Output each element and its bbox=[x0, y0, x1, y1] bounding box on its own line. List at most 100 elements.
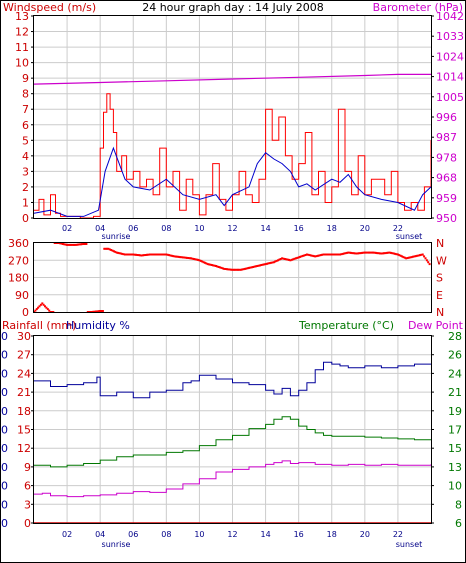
wind-direction-point bbox=[379, 252, 381, 255]
wind-direction-point bbox=[405, 257, 408, 260]
wind-direction-point bbox=[139, 254, 142, 257]
wind-direction-point bbox=[95, 310, 97, 313]
wind-direction-point bbox=[303, 254, 306, 257]
wind-direction-point bbox=[46, 308, 49, 311]
wind-direction-point bbox=[242, 268, 245, 271]
wind-direction-point bbox=[355, 252, 358, 255]
wind-direction-point bbox=[126, 253, 129, 256]
humidity-tick-label: 50 bbox=[0, 424, 8, 437]
wind-direction-point bbox=[380, 252, 383, 255]
wind-direction-point bbox=[215, 265, 217, 267]
wind-direction-point bbox=[416, 254, 419, 257]
barometer-tick-label: 950 bbox=[436, 212, 457, 225]
x-tick-label: 22 bbox=[393, 530, 403, 539]
wind-direction-point bbox=[63, 243, 66, 246]
wind-direction-point bbox=[159, 253, 162, 256]
wind-direction-point bbox=[332, 253, 335, 256]
x-tick-label: 18 bbox=[327, 224, 337, 233]
wind-direction-point bbox=[254, 265, 257, 268]
wind-direction-point bbox=[79, 243, 82, 246]
wind-direction-point bbox=[343, 252, 346, 255]
x-tick-label: 02 bbox=[62, 530, 72, 539]
wind-direction-point bbox=[285, 258, 288, 261]
wind-direction-point bbox=[301, 254, 304, 257]
wind-direction-point bbox=[176, 255, 179, 258]
wind-direction-point bbox=[333, 253, 336, 256]
barometer-tick-label: 978 bbox=[436, 151, 457, 164]
wind-direction-point bbox=[35, 308, 38, 311]
x-tick-label: 10 bbox=[194, 530, 204, 539]
wind-direction-point bbox=[66, 243, 69, 246]
wind-direction-point bbox=[401, 255, 404, 258]
rainfall-tick-label: 6 bbox=[24, 480, 31, 493]
wind-direction-point bbox=[186, 256, 188, 259]
humidity-tick-label: 10 bbox=[0, 498, 8, 511]
wind-direction-point bbox=[121, 252, 124, 255]
wind-direction-point bbox=[286, 258, 289, 261]
windspeed-tick-label: 4 bbox=[22, 150, 29, 163]
wind-direction-point bbox=[330, 253, 333, 256]
wind-direction-point bbox=[141, 254, 144, 257]
temperature-tick-label: 13 bbox=[448, 461, 462, 474]
wind-direction-point bbox=[73, 243, 75, 246]
wind-direction-point bbox=[192, 258, 195, 260]
windspeed-tick-label: 1 bbox=[22, 196, 29, 209]
wind-direction-point bbox=[376, 252, 379, 255]
x-tick-label: 04 bbox=[95, 530, 105, 539]
wind-direction-point bbox=[245, 267, 248, 270]
wind-direction-point bbox=[148, 253, 151, 256]
wind-direction-point bbox=[289, 259, 292, 262]
temperature-tick-label: 21 bbox=[448, 386, 462, 399]
windspeed-line bbox=[34, 93, 432, 219]
wind-direction-point bbox=[384, 252, 387, 255]
wind-direction-point bbox=[326, 253, 329, 256]
temperature-axis-label: Temperature (°C) bbox=[298, 319, 394, 332]
wind-direction-point bbox=[383, 252, 386, 255]
barometer-tick-label: 996 bbox=[436, 111, 457, 124]
wind-direction-point bbox=[85, 243, 88, 245]
wind-direction-point bbox=[166, 253, 169, 256]
wind-direction-point bbox=[191, 257, 194, 260]
wind-direction-point bbox=[359, 252, 362, 255]
wind-direction-point bbox=[312, 255, 315, 258]
panel3-ticks: 0 0 10 3 20 6 30 9 40 12 50 15 60 18 70 21 80 24 90 27 100 30… bbox=[0, 330, 462, 530]
wind-direction-point bbox=[281, 257, 284, 260]
wind-direction-point bbox=[252, 266, 255, 268]
wind-direction-point bbox=[362, 251, 365, 254]
wind-direction-point bbox=[150, 253, 153, 256]
x-tick-label: 10 bbox=[194, 224, 204, 233]
panel2-grid bbox=[34, 243, 431, 312]
wind-direction-point bbox=[235, 268, 238, 271]
wind-direction-point bbox=[420, 253, 423, 256]
wind-direction-point bbox=[374, 251, 377, 254]
wind-direction-point bbox=[272, 261, 275, 264]
temperature-tick-label: 17 bbox=[448, 424, 462, 437]
wind-direction-point bbox=[165, 253, 168, 256]
wind-direction-point bbox=[92, 310, 95, 313]
wind-direction-point bbox=[300, 255, 303, 258]
wind-direction-point bbox=[396, 253, 399, 256]
wind-direction-point bbox=[321, 253, 324, 256]
wind-direction-point bbox=[34, 309, 37, 312]
wind-direction-point bbox=[392, 252, 395, 255]
wind-direction-point bbox=[61, 243, 64, 245]
barometer-tick-label: 1042 bbox=[436, 10, 464, 23]
wind-direction-point bbox=[407, 256, 410, 259]
panel3-grid bbox=[34, 336, 431, 523]
wind-direction-point bbox=[336, 253, 339, 256]
wind-direction-point bbox=[104, 247, 107, 250]
humidity-tick-label: 60 bbox=[0, 405, 8, 418]
rainfall-tick-label: 9 bbox=[24, 461, 31, 474]
windspeed-tick-label: 12 bbox=[15, 26, 29, 39]
wind-direction-point bbox=[97, 310, 100, 313]
x-tick-label: 14 bbox=[260, 530, 270, 539]
x-tick-label: 06 bbox=[128, 224, 138, 233]
wind-direction-point bbox=[118, 252, 121, 255]
windspeed-tick-label: 10 bbox=[15, 57, 29, 70]
humidity-tick-label: 20 bbox=[0, 480, 8, 493]
wind-direction-point bbox=[169, 254, 172, 257]
wind-direction-point bbox=[226, 268, 228, 271]
wind-direction-point bbox=[41, 302, 44, 305]
wind-direction-point bbox=[259, 264, 262, 267]
wind-direction-point bbox=[45, 306, 48, 309]
